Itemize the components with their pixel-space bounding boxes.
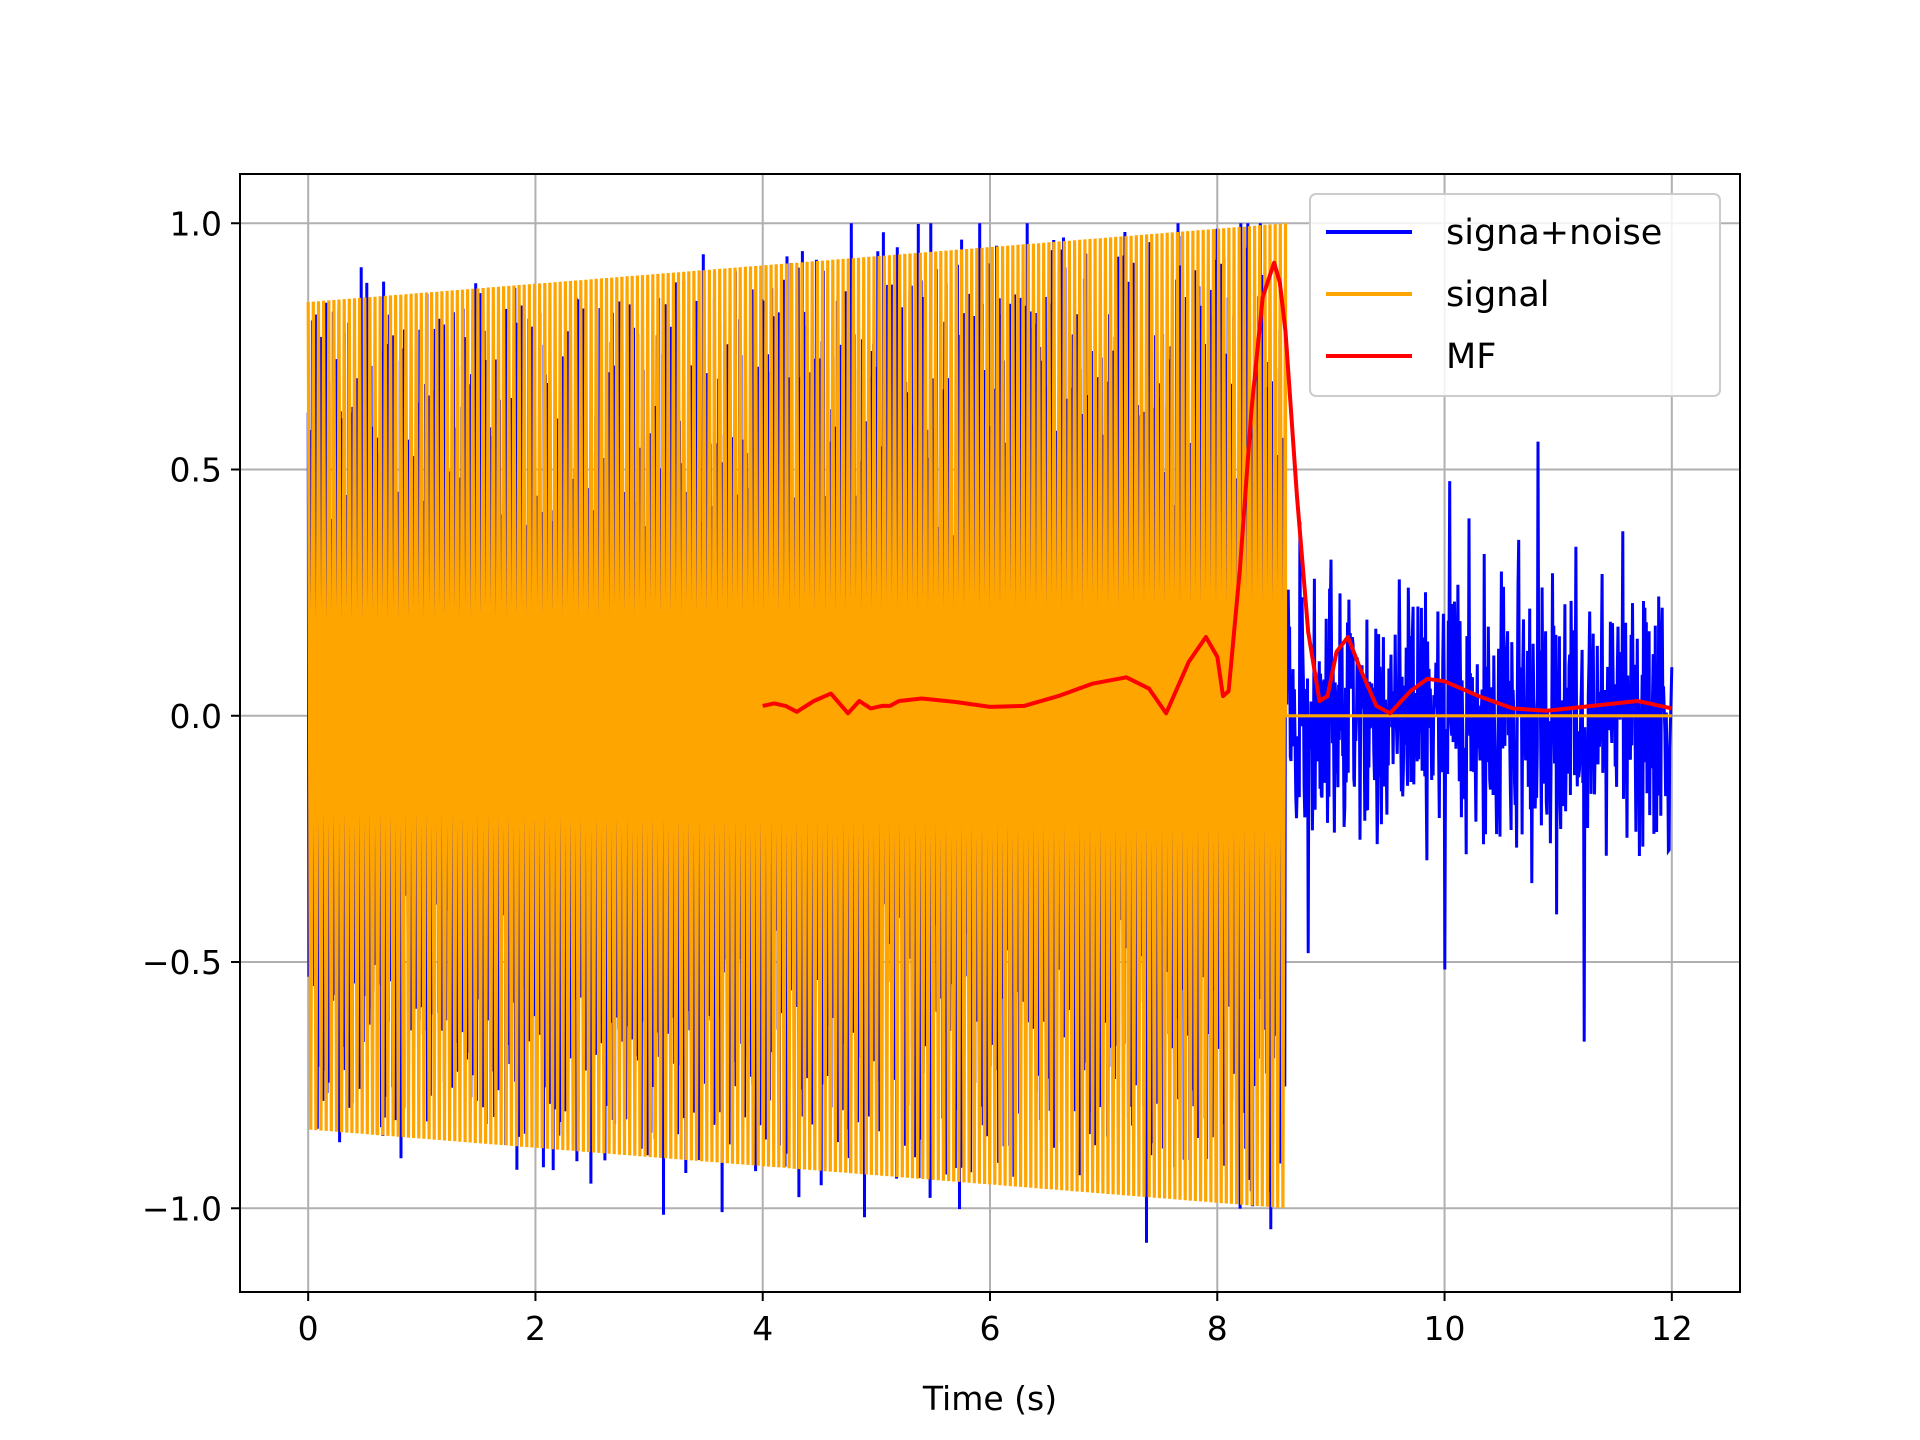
- y-tick-label: −1.0: [142, 1189, 222, 1228]
- series-layer: [306, 223, 1674, 1243]
- y-tick-label: 0.0: [170, 697, 222, 736]
- x-tick-label: 0: [298, 1309, 319, 1348]
- x-axis-label: Time (s): [922, 1379, 1057, 1418]
- x-tick-label: 10: [1424, 1309, 1466, 1348]
- x-tick-label: 2: [525, 1309, 546, 1348]
- y-tick-label: −0.5: [142, 943, 222, 982]
- legend: signa+noise signal MF: [1309, 193, 1721, 397]
- x-tick-label: 6: [980, 1309, 1001, 1348]
- x-tick-label: 12: [1651, 1309, 1693, 1348]
- legend-label: signa+noise: [1446, 213, 1662, 253]
- series-signal-line: [306, 223, 1672, 1209]
- y-tick-label: 0.5: [170, 451, 222, 490]
- y-tick-label: 1.0: [170, 204, 222, 243]
- series-mf-line: [762, 260, 1673, 716]
- x-tick-label: 4: [752, 1309, 773, 1348]
- x-tick-label: 8: [1207, 1309, 1228, 1348]
- ticks: 0 2 4 6 8 10 12 1.0 0.5 0.0 −0.5 −1.0: [142, 204, 1693, 1348]
- legend-label: MF: [1446, 337, 1496, 377]
- legend-label: signal: [1446, 275, 1550, 315]
- legend-box: [1309, 193, 1721, 397]
